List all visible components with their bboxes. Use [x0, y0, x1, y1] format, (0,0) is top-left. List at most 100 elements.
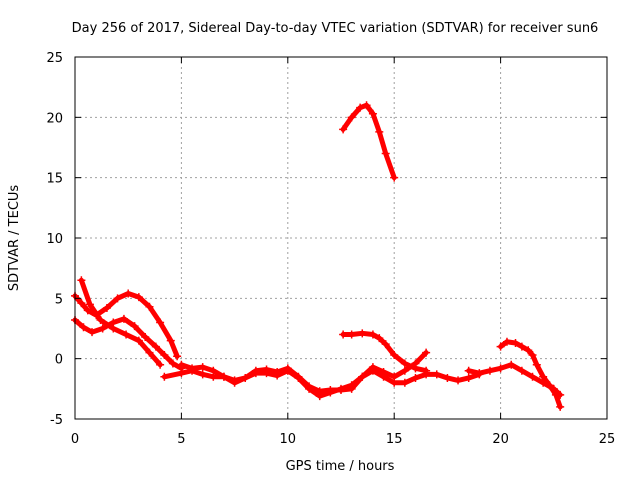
x-tick-label: 5 — [177, 432, 185, 447]
data-point — [156, 318, 165, 327]
series-arc-5 — [177, 348, 431, 396]
grid-layer — [75, 57, 607, 419]
data-point — [556, 402, 565, 411]
data-layer — [71, 101, 565, 411]
x-tick-label: 20 — [492, 432, 509, 447]
data-point — [347, 330, 356, 339]
data-point — [528, 351, 537, 360]
data-point — [141, 332, 150, 341]
data-point — [507, 360, 516, 369]
data-point — [524, 346, 533, 355]
data-point — [539, 372, 548, 381]
x-tick-label: 15 — [386, 432, 403, 447]
data-point — [502, 337, 511, 346]
series-arc-9 — [496, 337, 565, 411]
data-point — [294, 372, 303, 381]
y-tick-label: 0 — [55, 353, 63, 368]
data-point — [390, 173, 399, 182]
x-axis-title: GPS time / hours — [286, 459, 395, 474]
data-point — [83, 306, 92, 315]
data-point — [347, 113, 356, 122]
data-point — [198, 363, 207, 372]
data-point — [102, 303, 111, 312]
data-point — [77, 276, 86, 285]
data-point — [283, 364, 292, 373]
data-point — [109, 324, 118, 333]
data-point — [177, 360, 186, 369]
series-line — [340, 330, 429, 374]
data-point — [347, 384, 356, 393]
data-point — [532, 360, 541, 369]
data-point — [134, 293, 143, 302]
data-point — [400, 366, 409, 375]
chart-title: Day 256 of 2017, Sidereal Day-to-day VTE… — [72, 21, 599, 36]
data-point — [241, 373, 250, 382]
data-point — [339, 125, 348, 134]
data-point — [337, 386, 345, 395]
data-point — [464, 373, 473, 382]
data-point — [496, 364, 505, 373]
y-tick-label: 5 — [55, 292, 63, 307]
data-point — [219, 372, 228, 381]
data-point — [77, 299, 86, 308]
y-tick-label: 10 — [46, 232, 63, 247]
data-point — [124, 289, 133, 298]
data-point — [381, 340, 390, 349]
data-point — [362, 101, 371, 110]
data-point — [375, 127, 384, 136]
series-line — [72, 316, 184, 371]
data-point — [411, 373, 420, 382]
data-point — [305, 382, 314, 391]
data-point — [122, 330, 131, 339]
series-line — [340, 102, 397, 181]
data-point — [517, 342, 526, 351]
data-point — [454, 376, 463, 385]
data-point — [198, 370, 207, 379]
data-point — [156, 360, 165, 369]
data-point — [528, 372, 537, 381]
data-point — [113, 294, 122, 303]
data-point — [356, 103, 365, 112]
data-point — [168, 359, 177, 368]
x-tick-label: 10 — [280, 432, 297, 447]
data-point — [326, 386, 335, 395]
data-point — [119, 314, 128, 323]
data-point — [475, 369, 484, 378]
data-point — [485, 366, 494, 375]
data-point — [88, 328, 97, 337]
data-point — [400, 378, 409, 387]
data-point — [145, 348, 154, 357]
data-point — [130, 322, 139, 331]
y-axis-title: SDTVAR / TECUs — [7, 185, 22, 292]
data-point — [79, 323, 88, 332]
y-tick-label: -5 — [50, 413, 63, 428]
data-point — [375, 334, 384, 343]
y-tick-label: 20 — [46, 111, 63, 126]
data-point — [496, 342, 505, 351]
tick-layer: 0 5 10 15 20 25 -5 0 5 10 15 20 25 — [46, 51, 615, 447]
y-tick-label: 15 — [46, 172, 63, 187]
data-point — [422, 366, 431, 375]
x-tick-label: 25 — [599, 432, 616, 447]
data-point — [551, 390, 560, 399]
data-point — [511, 338, 520, 347]
data-point — [368, 363, 377, 372]
data-point — [368, 109, 377, 118]
data-point — [464, 366, 473, 375]
data-point — [517, 366, 526, 375]
series-line — [72, 291, 180, 359]
data-point — [262, 365, 271, 374]
x-tick-label: 0 — [71, 432, 79, 447]
data-point — [545, 381, 554, 390]
data-point — [98, 324, 107, 333]
data-point — [422, 348, 431, 357]
data-point — [209, 366, 218, 375]
data-point — [411, 364, 420, 373]
data-point — [134, 336, 143, 345]
data-point — [358, 372, 367, 381]
data-point — [173, 352, 182, 361]
data-point — [145, 302, 154, 311]
data-point — [400, 359, 409, 368]
